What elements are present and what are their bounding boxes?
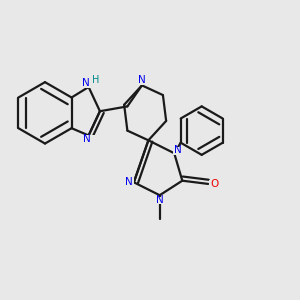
Text: N: N [125, 177, 133, 187]
FancyBboxPatch shape [136, 76, 148, 85]
Text: N: N [157, 195, 164, 206]
FancyBboxPatch shape [155, 196, 164, 204]
Text: N: N [138, 75, 146, 85]
Text: N: N [174, 145, 181, 155]
FancyBboxPatch shape [172, 147, 182, 154]
Text: N: N [83, 134, 91, 144]
FancyBboxPatch shape [209, 180, 219, 188]
FancyBboxPatch shape [124, 178, 134, 186]
Text: N: N [82, 78, 90, 88]
FancyBboxPatch shape [85, 80, 96, 88]
Text: O: O [211, 179, 219, 189]
Text: H: H [92, 75, 99, 85]
FancyBboxPatch shape [85, 135, 96, 143]
